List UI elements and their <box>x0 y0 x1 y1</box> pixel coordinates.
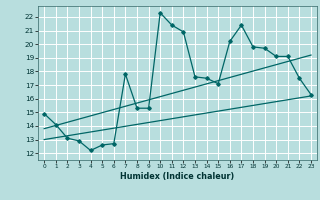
X-axis label: Humidex (Indice chaleur): Humidex (Indice chaleur) <box>120 172 235 181</box>
